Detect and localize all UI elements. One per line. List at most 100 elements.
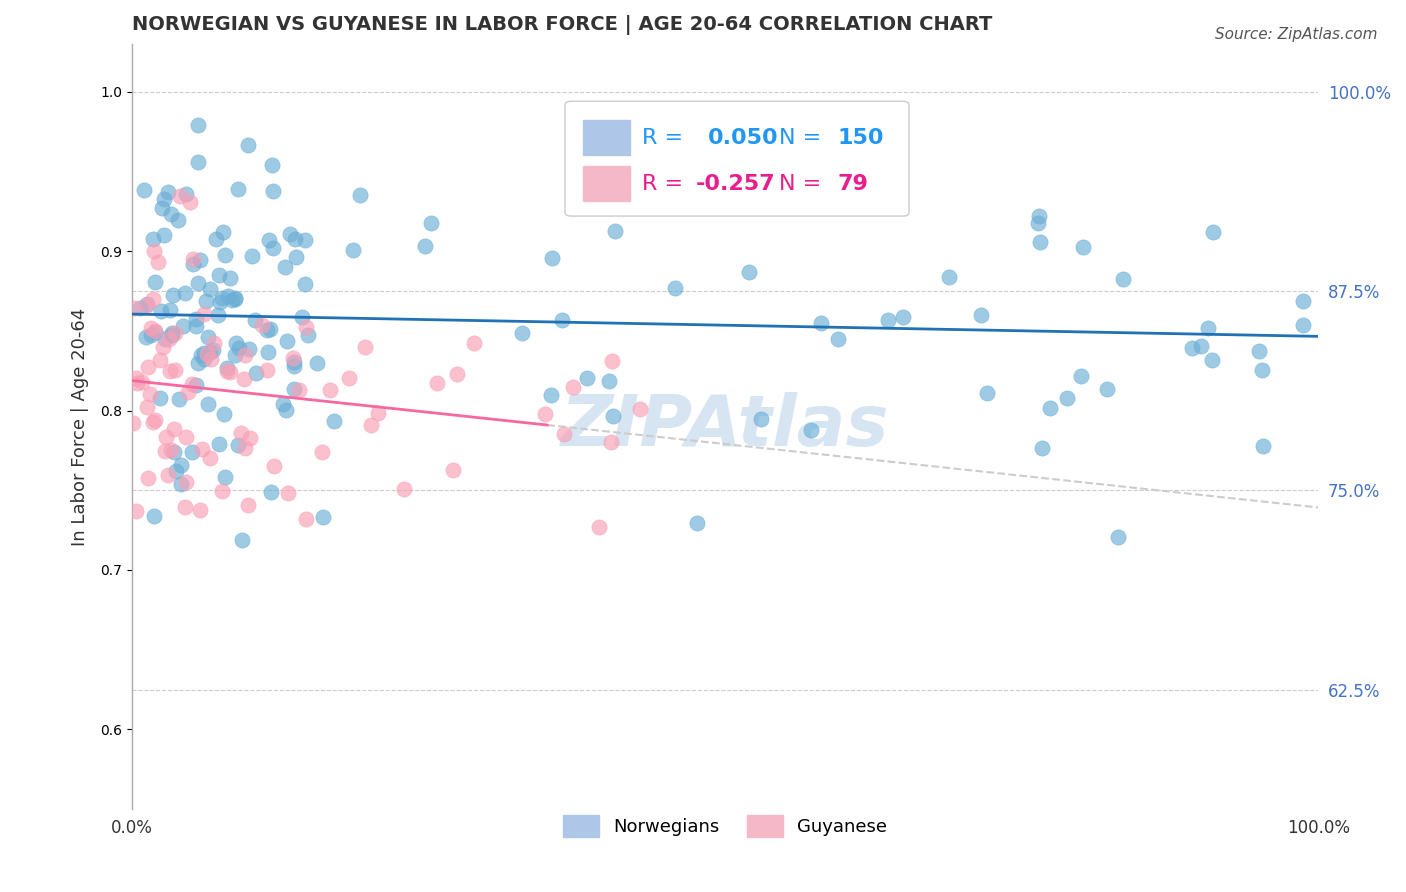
Norwegians xyxy=(173,286,195,301)
Norwegians xyxy=(602,409,624,424)
Norwegians xyxy=(172,319,194,334)
Norwegians xyxy=(167,392,190,406)
Guyanese xyxy=(149,353,172,368)
Norwegians xyxy=(169,476,191,491)
Guyanese xyxy=(136,298,159,312)
Guyanese xyxy=(353,340,375,354)
Text: Source: ZipAtlas.com: Source: ZipAtlas.com xyxy=(1215,27,1378,42)
Guyanese xyxy=(139,320,162,334)
Guyanese xyxy=(256,363,278,377)
Norwegians xyxy=(245,366,267,380)
Norwegians xyxy=(749,412,772,426)
Norwegians xyxy=(271,397,294,411)
Norwegians xyxy=(283,355,305,369)
Guyanese xyxy=(157,467,180,482)
Norwegians xyxy=(219,271,242,285)
Text: R =: R = xyxy=(643,128,683,148)
Guyanese xyxy=(160,442,183,457)
Norwegians xyxy=(575,371,598,385)
Guyanese xyxy=(426,376,449,390)
Norwegians xyxy=(260,485,283,500)
Guyanese xyxy=(217,364,239,378)
Norwegians xyxy=(231,533,253,547)
Norwegians xyxy=(170,458,193,473)
Norwegians xyxy=(260,159,283,173)
Text: R =: R = xyxy=(643,174,683,194)
Norwegians xyxy=(162,288,184,302)
Norwegians xyxy=(187,155,209,169)
Norwegians xyxy=(190,348,212,362)
Norwegians xyxy=(142,508,165,523)
Guyanese xyxy=(136,360,159,375)
Guyanese xyxy=(136,470,159,484)
Norwegians xyxy=(141,232,163,246)
Norwegians xyxy=(1070,368,1092,383)
Norwegians xyxy=(938,269,960,284)
Norwegians xyxy=(257,345,280,359)
Norwegians xyxy=(284,250,307,264)
Norwegians xyxy=(143,325,166,339)
Norwegians xyxy=(238,343,260,357)
Norwegians xyxy=(605,224,627,238)
Guyanese xyxy=(165,326,187,340)
Guyanese xyxy=(131,376,153,390)
Norwegians xyxy=(226,438,249,452)
Norwegians xyxy=(284,232,307,246)
Guyanese xyxy=(177,385,200,400)
Guyanese xyxy=(193,306,215,320)
Norwegians xyxy=(276,334,298,348)
Text: N =: N = xyxy=(779,128,821,148)
Norwegians xyxy=(149,391,172,405)
Norwegians xyxy=(1292,318,1315,332)
Norwegians xyxy=(541,251,564,265)
Norwegians xyxy=(212,225,235,239)
Norwegians xyxy=(510,326,533,340)
Norwegians xyxy=(209,295,232,310)
Guyanese xyxy=(188,502,211,516)
Norwegians xyxy=(167,212,190,227)
Norwegians xyxy=(1112,271,1135,285)
Guyanese xyxy=(125,371,148,385)
Norwegians xyxy=(1056,391,1078,405)
Guyanese xyxy=(311,445,333,459)
Norwegians xyxy=(197,397,219,411)
Guyanese xyxy=(153,443,176,458)
Norwegians xyxy=(257,233,280,247)
Norwegians xyxy=(1247,344,1270,359)
Guyanese xyxy=(181,252,204,266)
Guyanese xyxy=(295,320,318,334)
Norwegians xyxy=(224,291,246,305)
Norwegians xyxy=(1189,339,1212,353)
Guyanese xyxy=(179,195,201,210)
Norwegians xyxy=(129,301,152,315)
Guyanese xyxy=(136,400,159,414)
Norwegians xyxy=(283,359,305,374)
Norwegians xyxy=(132,183,155,197)
Norwegians xyxy=(221,293,243,308)
Norwegians xyxy=(877,312,900,326)
Norwegians xyxy=(1026,216,1049,230)
Guyanese xyxy=(195,347,218,361)
Norwegians xyxy=(160,207,183,221)
Norwegians xyxy=(420,216,443,230)
Norwegians xyxy=(976,385,998,400)
Norwegians xyxy=(276,403,298,417)
Norwegians xyxy=(181,257,204,271)
Norwegians xyxy=(294,277,316,292)
Norwegians xyxy=(225,335,247,350)
Guyanese xyxy=(155,430,177,444)
Norwegians xyxy=(193,346,215,360)
Norwegians xyxy=(143,275,166,289)
Norwegians xyxy=(1201,353,1223,368)
Norwegians xyxy=(1291,294,1313,309)
Guyanese xyxy=(190,442,212,456)
Norwegians xyxy=(153,332,176,346)
Guyanese xyxy=(143,413,166,427)
Norwegians xyxy=(217,360,239,375)
Norwegians xyxy=(188,252,211,267)
Text: -0.257: -0.257 xyxy=(696,174,775,194)
Guyanese xyxy=(200,451,222,466)
Guyanese xyxy=(174,500,197,515)
Text: NORWEGIAN VS GUYANESE IN LABOR FORCE | AGE 20-64 CORRELATION CHART: NORWEGIAN VS GUYANESE IN LABOR FORCE | A… xyxy=(132,15,993,35)
Norwegians xyxy=(1073,240,1095,254)
